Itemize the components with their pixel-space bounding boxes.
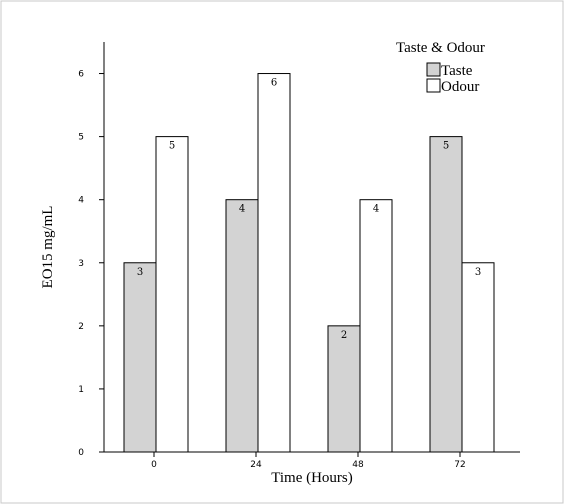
legend-label-odour: Odour (441, 79, 479, 95)
data-label: 2 (341, 330, 347, 341)
bar-odour (359, 199, 393, 453)
y-tick-label: 4 (78, 196, 84, 206)
y-tick-label: 1 (78, 385, 84, 395)
x-axis: 0 24 48 72 (104, 451, 520, 470)
data-label: 6 (271, 78, 277, 89)
bar-odour (461, 262, 495, 453)
x-tick-label: 24 (250, 460, 262, 470)
data-label: 3 (475, 267, 481, 278)
y-tick-label: 6 (78, 70, 84, 80)
bar-taste (327, 325, 361, 453)
legend-title: Taste & Odour (396, 40, 485, 56)
x-tick-label: 0 (151, 460, 157, 470)
legend-label-taste: Taste (441, 63, 473, 79)
bar-odour (257, 73, 291, 453)
x-axis-title: Time (Hours) (271, 470, 353, 486)
y-axis-title: EO15 mg/mL (40, 206, 56, 289)
y-tick-label: 5 (78, 133, 84, 143)
bar-odour (155, 136, 189, 453)
data-label: 5 (169, 141, 175, 152)
y-axis: 0 1 2 3 4 5 6 (78, 42, 105, 458)
x-tick-label: 72 (454, 460, 465, 470)
plot-area: 3 5 4 6 2 4 5 3 (123, 73, 495, 453)
data-label: 3 (137, 267, 143, 278)
bar-taste (123, 262, 157, 453)
data-label: 5 (443, 141, 449, 152)
y-tick-label: 0 (78, 448, 84, 458)
bar-taste (429, 136, 463, 453)
data-label: 4 (373, 204, 379, 215)
y-tick-label: 2 (78, 322, 84, 332)
legend-swatch-taste (426, 62, 441, 77)
legend-swatch-odour (426, 78, 441, 93)
x-tick-label: 48 (352, 460, 364, 470)
y-tick-label: 3 (78, 259, 84, 269)
data-label: 4 (239, 204, 245, 215)
bar-taste (225, 199, 259, 453)
